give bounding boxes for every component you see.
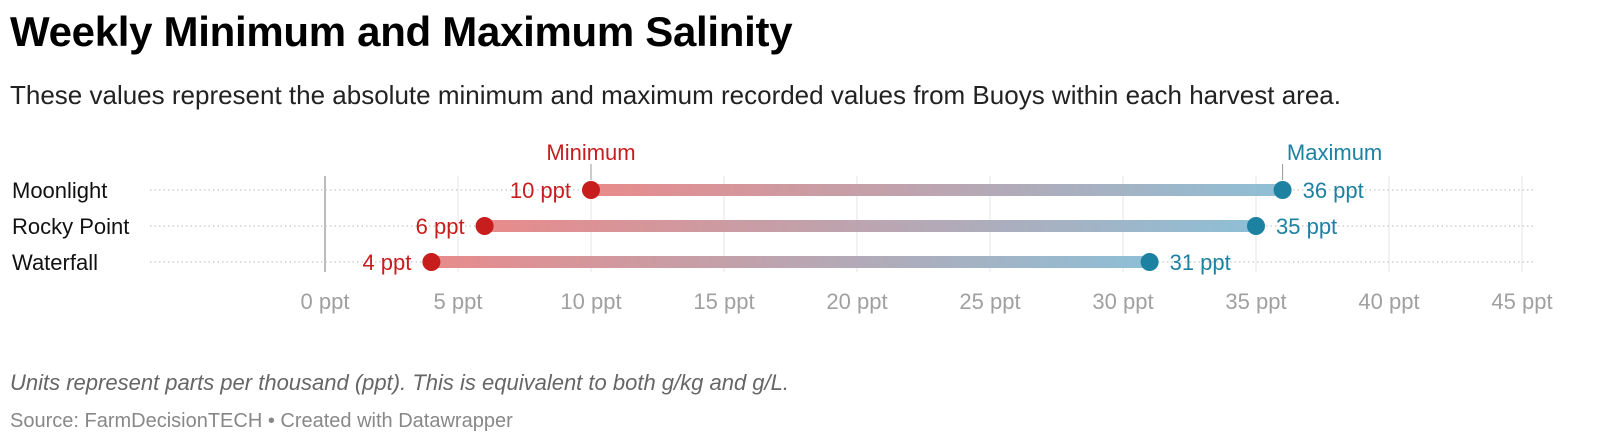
range-bar: [431, 256, 1150, 268]
minimum-value-label: 10 ppt: [510, 178, 571, 203]
minimum-value-label: 4 ppt: [362, 250, 411, 275]
range-bar: [484, 220, 1257, 232]
value-labels: Moonlight 10 ppt 36 ppt Rocky Point 6 ppt 35 …: [12, 140, 1382, 275]
maximum-value-label: 35 ppt: [1276, 214, 1337, 239]
maximum-dot: [1273, 181, 1292, 199]
x-tick-label: 15 ppt: [693, 289, 754, 314]
category-label: Rocky Point: [12, 214, 129, 239]
minimum-value-label: 6 ppt: [416, 214, 465, 239]
chart-subtitle: These values represent the absolute mini…: [10, 80, 1341, 110]
x-tick-label: 10 ppt: [560, 289, 621, 314]
row-guides: [150, 189, 1535, 263]
x-tick-label: 25 ppt: [959, 289, 1020, 314]
maximum-series-label: Maximum: [1287, 140, 1382, 165]
x-tick-label: 40 ppt: [1358, 289, 1419, 314]
category-label: Waterfall: [12, 250, 98, 275]
maximum-dot: [1140, 253, 1159, 271]
x-tick-label: 35 ppt: [1225, 289, 1286, 314]
chart-note: Units represent parts per thousand (ppt)…: [10, 370, 790, 395]
category-label: Moonlight: [12, 178, 107, 203]
range-bar: [591, 184, 1283, 196]
x-tick-label: 30 ppt: [1092, 289, 1153, 314]
range-chart: Moonlight 10 ppt 36 ppt Rocky Point 6 ppt 35 …: [12, 140, 1553, 314]
maximum-value-label: 36 ppt: [1303, 178, 1364, 203]
minimum-dot: [475, 217, 494, 235]
range-bars: [422, 181, 1292, 271]
maximum-dot: [1247, 217, 1265, 235]
x-tick-label: 0 ppt: [301, 289, 350, 314]
minimum-series-label: Minimum: [546, 140, 635, 165]
chart-title: Weekly Minimum and Maximum Salinity: [10, 8, 793, 55]
x-axis: 0 ppt 5 ppt 10 ppt 15 ppt 20 ppt 25 ppt 30 ppt…: [301, 289, 1553, 314]
chart-source: Source: FarmDecisionTECH • Created with …: [10, 410, 513, 432]
minimum-dot: [582, 181, 600, 199]
x-tick-label: 5 ppt: [434, 289, 483, 314]
maximum-value-label: 31 ppt: [1170, 250, 1231, 275]
x-tick-label: 20 ppt: [826, 289, 887, 314]
x-tick-label: 45 ppt: [1491, 289, 1552, 314]
minimum-dot: [422, 253, 441, 271]
